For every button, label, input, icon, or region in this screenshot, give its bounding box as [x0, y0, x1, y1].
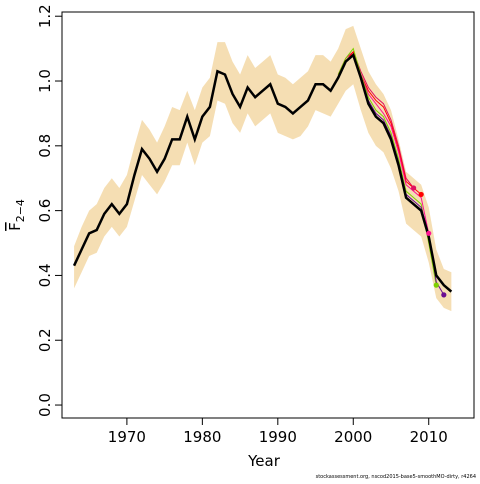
x-axis-label: Year [247, 452, 281, 470]
y-tick-label: 0.8 [36, 134, 54, 158]
footnote: stockassessment.org, nscod2015-base5-smo… [316, 474, 476, 480]
retro-end-point [433, 282, 439, 288]
y-tick-label: 0.2 [36, 328, 54, 352]
estimate-line [72, 52, 453, 293]
y-tick-label: 0.0 [36, 393, 54, 417]
plot-frame [61, 11, 475, 419]
y-tick-label: 1.2 [36, 4, 54, 28]
y-tick-label-group: 0.0 [36, 393, 54, 417]
retro-line [337, 51, 415, 189]
x-tick-label: 2000 [334, 428, 372, 446]
y-tick-label-group: 0.2 [36, 328, 54, 352]
y-tick-label: 0.4 [36, 264, 54, 288]
retro-end-point [418, 191, 424, 198]
retro-end-point [426, 230, 432, 236]
y-tick-label: 1.0 [36, 69, 54, 93]
x-tick-label: 2010 [410, 428, 448, 446]
x-tick-label: 1990 [259, 428, 297, 446]
y-tick-label-group: 0.6 [36, 199, 54, 223]
y-tick-label-group: 1.0 [36, 69, 54, 93]
retro-line [337, 50, 422, 195]
retro-line [337, 47, 437, 286]
x-tick-label: 1970 [108, 428, 146, 446]
confidence-band [74, 25, 452, 312]
retro-end-point [441, 292, 447, 298]
y-tick-label-group: 1.2 [36, 4, 54, 28]
x-tick-label: 1980 [183, 428, 221, 446]
y-label-f: F [6, 222, 24, 231]
y-label-sub: 2−4 [14, 199, 27, 222]
y-tick-label: 0.6 [36, 199, 54, 223]
y-tick-label-group: 0.4 [36, 264, 54, 288]
y-label-main: F2−4 [6, 199, 27, 231]
y-axis-label: F2−4 [6, 199, 27, 231]
y-tick-label-group: 0.8 [36, 134, 54, 158]
retro-end-point [411, 185, 417, 191]
